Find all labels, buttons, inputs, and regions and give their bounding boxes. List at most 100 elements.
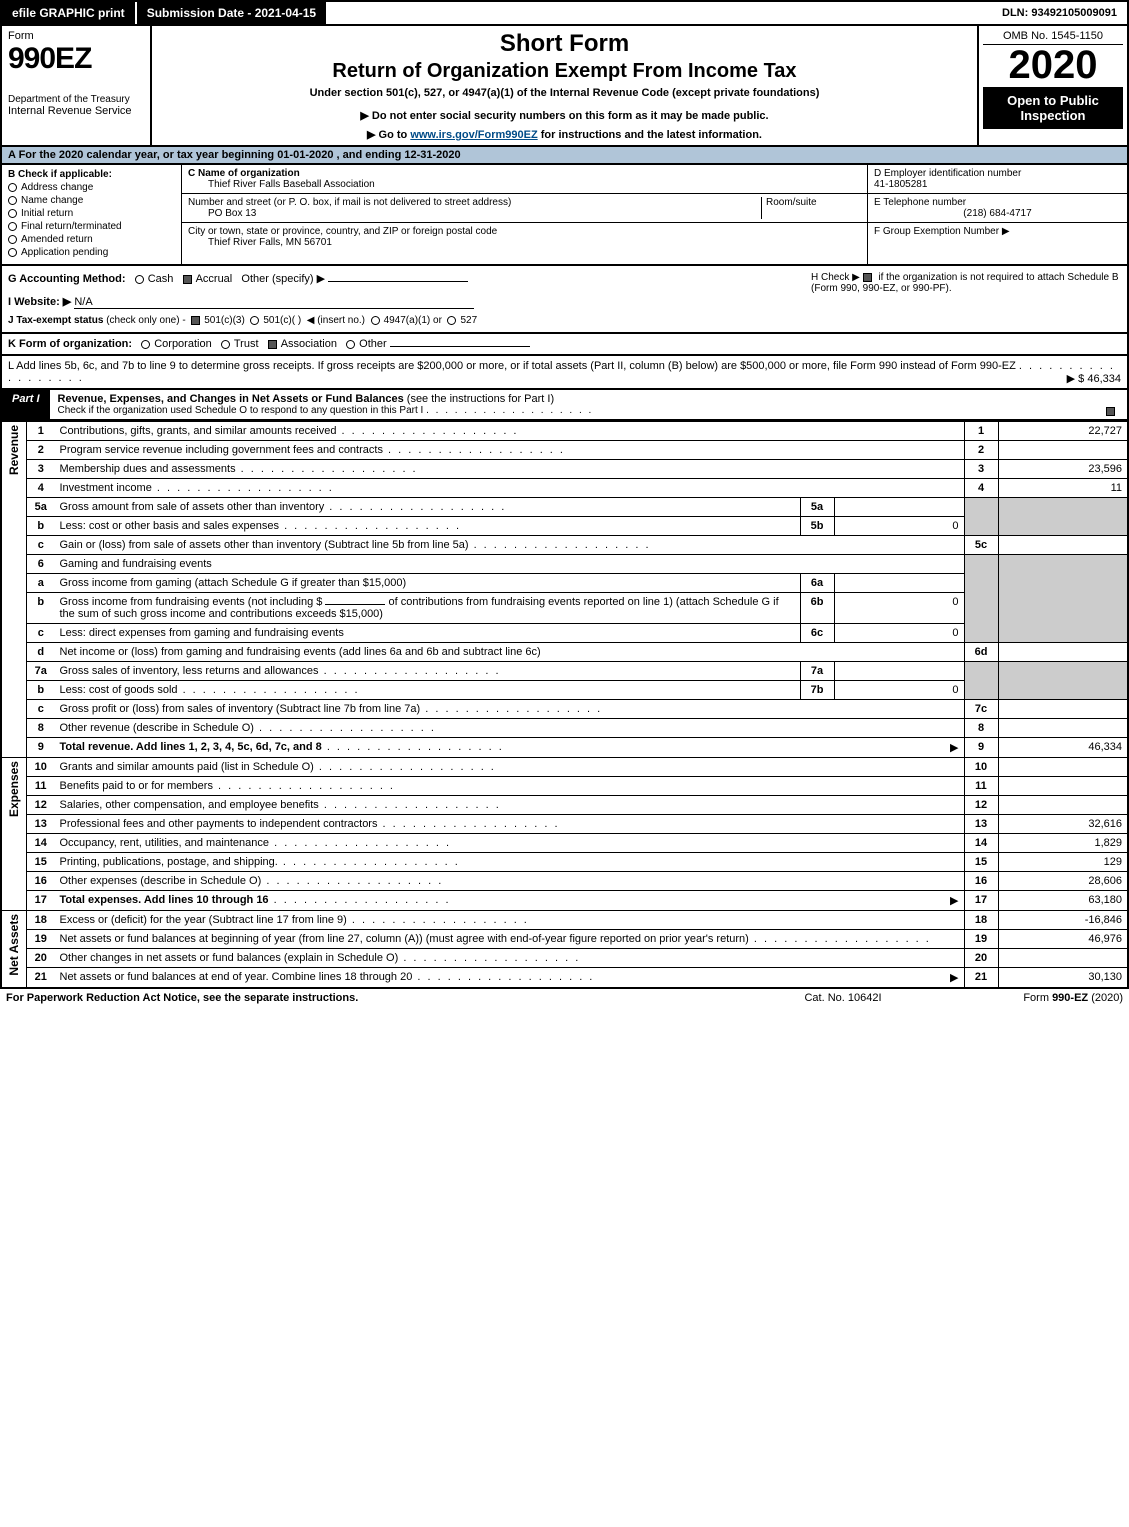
- check-application-pending[interactable]: [8, 248, 17, 257]
- other-specify-field[interactable]: [328, 281, 468, 282]
- section-h: H Check ▶ if the organization is not req…: [811, 272, 1121, 326]
- check-corp[interactable]: [141, 340, 150, 349]
- other-label: Other (specify) ▶: [241, 273, 325, 285]
- line-5c-amt: [998, 536, 1128, 555]
- line-6-desc: Gaming and fundraising events: [55, 555, 965, 574]
- check-501c[interactable]: [250, 316, 259, 325]
- line-14-amt: 1,829: [998, 834, 1128, 853]
- info-block: B Check if applicable: Address change Na…: [0, 165, 1129, 266]
- line-7a-sv: [834, 662, 964, 681]
- h-text: if the organization is not required to a…: [878, 272, 1118, 283]
- revenue-section-label: Revenue: [1, 422, 27, 758]
- website-field: N/A: [74, 296, 474, 309]
- header-left: Form 990EZ Department of the Treasury In…: [2, 26, 152, 145]
- check-accrual[interactable]: [183, 275, 192, 284]
- footer-right: Form 990-EZ (2020): [943, 992, 1123, 1004]
- line-6-grey: [964, 555, 998, 643]
- line-9-ln: 9: [964, 738, 998, 758]
- tax-year: 2020: [983, 45, 1123, 85]
- check-527[interactable]: [447, 316, 456, 325]
- section-c: C Name of organization Thief River Falls…: [182, 165, 867, 264]
- line-15-amt: 129: [998, 853, 1128, 872]
- line-4-amt: 11: [998, 479, 1128, 498]
- line-7b-num: b: [27, 681, 55, 700]
- check-name-change[interactable]: [8, 196, 17, 205]
- ein-value: 41-1805281: [874, 179, 927, 190]
- ghij-left: G Accounting Method: Cash Accrual Other …: [8, 272, 811, 326]
- check-other-org[interactable]: [346, 340, 355, 349]
- top-bar: efile GRAPHIC print Submission Date - 20…: [0, 0, 1129, 26]
- part1-table: Revenue 1 Contributions, gifts, grants, …: [0, 421, 1129, 989]
- f-label: F Group Exemption Number ▶: [874, 226, 1010, 237]
- cash-label: Cash: [148, 273, 174, 285]
- line-11-ln: 11: [964, 777, 998, 796]
- j-label: J Tax-exempt status: [8, 315, 103, 326]
- check-initial-return[interactable]: [8, 209, 17, 218]
- line-10-amt: [998, 758, 1128, 777]
- section-def: D Employer identification number 41-1805…: [867, 165, 1127, 264]
- check-final-return[interactable]: [8, 222, 17, 231]
- line-13-ln: 13: [964, 815, 998, 834]
- check-trust[interactable]: [221, 340, 230, 349]
- footer-center: Cat. No. 10642I: [743, 992, 943, 1004]
- part1-dots: [426, 405, 593, 416]
- part1-check-text: Check if the organization used Schedule …: [58, 405, 424, 416]
- dept-treasury: Department of the Treasury: [8, 94, 144, 105]
- check-amended-return[interactable]: [8, 235, 17, 244]
- line-5b-desc: Less: cost or other basis and sales expe…: [55, 517, 801, 536]
- check-4947[interactable]: [371, 316, 380, 325]
- line-3-amt: 23,596: [998, 460, 1128, 479]
- line-5c-desc: Gain or (loss) from sale of assets other…: [55, 536, 965, 555]
- efile-print-button[interactable]: efile GRAPHIC print: [2, 2, 137, 24]
- expenses-section-label: Expenses: [1, 758, 27, 911]
- line-6a-desc: Gross income from gaming (attach Schedul…: [55, 574, 801, 593]
- line-1-num: 1: [27, 422, 55, 441]
- line-4-ln: 4: [964, 479, 998, 498]
- k-label: K Form of organization:: [8, 338, 132, 350]
- line-8-ln: 8: [964, 719, 998, 738]
- line-7a-num: 7a: [27, 662, 55, 681]
- form-header: Form 990EZ Department of the Treasury In…: [0, 26, 1129, 147]
- part1-check-line: Check if the organization used Schedule …: [58, 405, 1119, 416]
- part1-title-sub: (see the instructions for Part I): [407, 393, 554, 405]
- check-501c3[interactable]: [191, 316, 200, 325]
- k-other: Other: [359, 338, 387, 350]
- line-6-num: 6: [27, 555, 55, 574]
- netassets-section-label: Net Assets: [1, 911, 27, 989]
- line-12-num: 12: [27, 796, 55, 815]
- line-21-num: 21: [27, 968, 55, 989]
- section-k: K Form of organization: Corporation Trus…: [0, 334, 1129, 356]
- line-6-grey-amt: [998, 555, 1128, 643]
- line-19-num: 19: [27, 930, 55, 949]
- line-14-num: 14: [27, 834, 55, 853]
- line-18-num: 18: [27, 911, 55, 930]
- check-address-change[interactable]: [8, 183, 17, 192]
- goto-line: ▶ Go to www.irs.gov/Form990EZ for instru…: [160, 128, 969, 141]
- check-h[interactable]: [863, 273, 872, 282]
- org-name: Thief River Falls Baseball Association: [188, 179, 375, 190]
- open-public: Open to Public Inspection: [983, 87, 1123, 129]
- line-13-amt: 32,616: [998, 815, 1128, 834]
- line-3-desc: Membership dues and assessments: [55, 460, 965, 479]
- line-5ab-grey-amt: [998, 498, 1128, 536]
- city-value: Thief River Falls, MN 56701: [188, 237, 332, 248]
- line-7c-desc: Gross profit or (loss) from sales of inv…: [55, 700, 965, 719]
- line-7c-amt: [998, 700, 1128, 719]
- check-assoc[interactable]: [268, 340, 277, 349]
- line-9-num: 9: [27, 738, 55, 758]
- goto-post: for instructions and the latest informat…: [538, 129, 762, 141]
- line-20-num: 20: [27, 949, 55, 968]
- check-schedule-o[interactable]: [1106, 407, 1115, 416]
- submission-date-button[interactable]: Submission Date - 2021-04-15: [137, 2, 328, 24]
- line-3-num: 3: [27, 460, 55, 479]
- line-19-ln: 19: [964, 930, 998, 949]
- line-21-amt: 30,130: [998, 968, 1128, 989]
- short-form-title: Short Form: [160, 30, 969, 58]
- return-title: Return of Organization Exempt From Incom…: [160, 60, 969, 83]
- phone-value: (218) 684-4717: [874, 208, 1121, 219]
- line-9-desc: Total revenue. Add lines 1, 2, 3, 4, 5c,…: [55, 738, 965, 758]
- j-insert: ◀ (insert no.): [307, 315, 365, 326]
- check-cash[interactable]: [135, 275, 144, 284]
- k-other-field[interactable]: [390, 346, 530, 347]
- irs-link[interactable]: www.irs.gov/Form990EZ: [410, 129, 537, 141]
